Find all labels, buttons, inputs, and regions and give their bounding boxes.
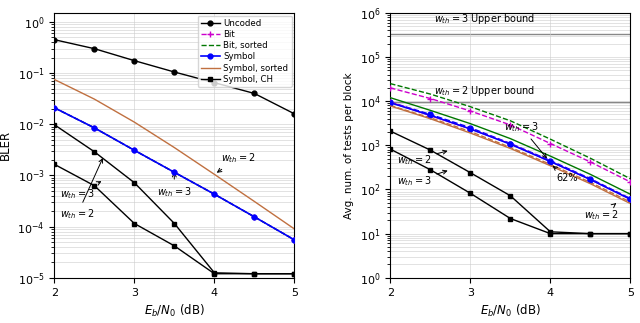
Uncoded <box>211 81 218 85</box>
Bit, sorted <box>170 171 178 174</box>
Uncoded <box>251 91 259 95</box>
Bit <box>170 171 178 174</box>
Symbol <box>251 215 259 219</box>
Symbol, CH <box>131 181 138 185</box>
Uncoded <box>91 47 99 51</box>
Symbol, CH <box>170 222 178 225</box>
Y-axis label: BLER: BLER <box>0 130 12 161</box>
Line: Symbol, CH: Symbol, CH <box>52 122 297 276</box>
Uncoded <box>51 38 58 42</box>
Bit, sorted <box>91 126 99 130</box>
Bit <box>131 148 138 152</box>
Symbol, CH <box>291 272 298 276</box>
Symbol <box>291 238 298 242</box>
Symbol <box>170 171 178 174</box>
Text: $w_{th}=3$: $w_{th}=3$ <box>504 120 547 158</box>
Symbol <box>51 106 58 110</box>
Bit <box>91 126 99 130</box>
Symbol <box>211 192 218 196</box>
Text: $w_{th}=2$: $w_{th}=2$ <box>584 204 618 222</box>
Bit <box>211 192 218 196</box>
Text: $w_{th}=3$ Upper bound: $w_{th}=3$ Upper bound <box>435 12 536 26</box>
Uncoded <box>131 59 138 63</box>
Bit, sorted <box>291 238 298 242</box>
Line: Uncoded: Uncoded <box>52 37 297 116</box>
Symbol, CH <box>51 123 58 127</box>
Bit, sorted <box>211 192 218 196</box>
Symbol <box>91 126 99 130</box>
Line: Bit, sorted: Bit, sorted <box>54 108 294 240</box>
Text: $w_{th}=2$: $w_{th}=2$ <box>60 159 102 221</box>
Text: $w_{th}=2$: $w_{th}=2$ <box>218 151 255 172</box>
Symbol, CH <box>211 271 218 275</box>
Text: $w_{th}=3$: $w_{th}=3$ <box>60 182 100 201</box>
Text: $w_{th}=3$: $w_{th}=3$ <box>157 173 191 199</box>
X-axis label: $E_b/N_0$ (dB): $E_b/N_0$ (dB) <box>144 303 205 319</box>
Text: $w_{th}=2$ Upper bound: $w_{th}=2$ Upper bound <box>435 84 536 99</box>
Y-axis label: Avg. num. of tests per block: Avg. num. of tests per block <box>344 72 355 219</box>
Uncoded <box>291 112 298 116</box>
Legend: Uncoded, Bit, Bit, sorted, Symbol, Symbol, sorted, Symbol, CH: Uncoded, Bit, Bit, sorted, Symbol, Symbo… <box>198 16 292 87</box>
Symbol <box>131 148 138 152</box>
Bit <box>251 215 259 219</box>
Bit <box>51 106 58 110</box>
Line: Bit: Bit <box>51 104 298 243</box>
Bit, sorted <box>131 148 138 152</box>
Bit, sorted <box>51 106 58 110</box>
Text: 62%: 62% <box>554 166 579 183</box>
Text: $w_{th}=2$: $w_{th}=2$ <box>397 150 447 167</box>
Uncoded <box>170 70 178 74</box>
X-axis label: $E_b/N_0$ (dB): $E_b/N_0$ (dB) <box>480 303 541 319</box>
Bit, sorted <box>251 215 259 219</box>
Bit <box>291 238 298 242</box>
Symbol, CH <box>251 272 259 276</box>
Line: Symbol: Symbol <box>52 105 297 242</box>
Text: $w_{th}=3$: $w_{th}=3$ <box>397 170 447 188</box>
Symbol, CH <box>91 150 99 154</box>
